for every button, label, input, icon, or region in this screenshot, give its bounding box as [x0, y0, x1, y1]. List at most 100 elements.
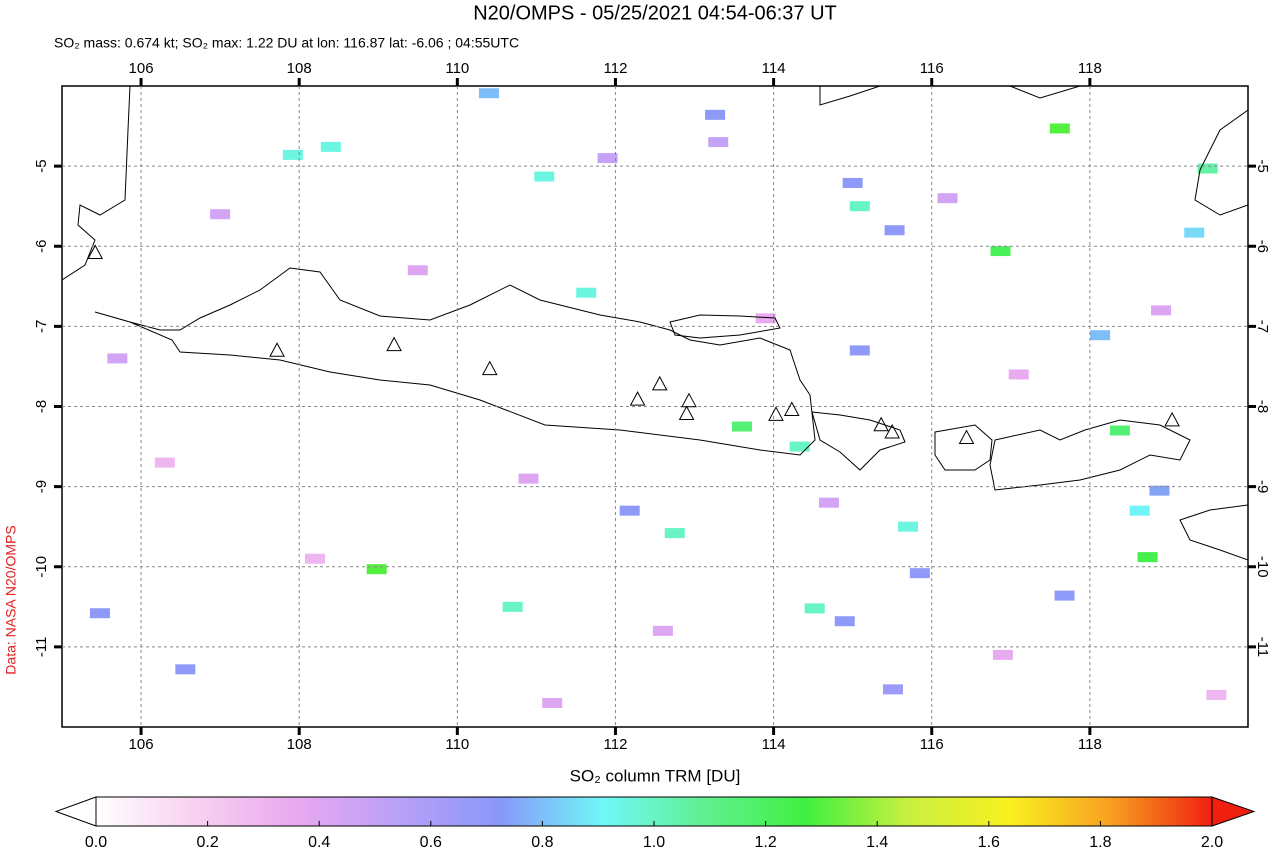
- volcano: [768, 406, 784, 421]
- so2-pixel: [542, 697, 563, 708]
- so2-pixel: [731, 421, 752, 432]
- volcano: [783, 401, 800, 417]
- so2-pixel: [107, 353, 128, 364]
- so2-pixel: [1151, 305, 1172, 316]
- coastline: [934, 424, 993, 471]
- so2-pixel: [320, 141, 341, 152]
- so2-pixel: [909, 568, 930, 579]
- colorbar-tick-label: 1.8: [1089, 834, 1111, 851]
- y-tick-label: -7: [33, 320, 50, 333]
- so2-pixel: [708, 137, 729, 148]
- so2-pixel: [576, 287, 597, 298]
- y-tick-label: -8: [33, 400, 50, 413]
- x-tick-label: 106: [129, 60, 154, 77]
- y-tick-label: -11: [33, 637, 50, 658]
- colorbar-tick-label: 0.8: [531, 834, 553, 851]
- x-tick-label: 112: [604, 60, 628, 77]
- so2-pixel: [1054, 590, 1075, 601]
- so2-pixel: [282, 149, 303, 160]
- colorbar-tick-label: 1.4: [866, 834, 888, 851]
- colorbar-tick-label: 0.2: [196, 834, 218, 851]
- so2-pixel: [992, 649, 1013, 660]
- so2-pixel: [664, 528, 685, 539]
- colorbar-tick-label: 0.6: [420, 834, 442, 851]
- y-tick-label: -5: [33, 159, 50, 172]
- map-frame: [54, 78, 1256, 735]
- so2-pixel: [534, 171, 555, 182]
- x-tick-label: 108: [287, 60, 312, 77]
- so2-pixel: [804, 603, 825, 614]
- so2-pixel: [89, 608, 110, 619]
- y-tick-label: -9: [33, 480, 50, 493]
- y-tick-label: -7: [1254, 320, 1271, 333]
- volcano: [873, 416, 889, 432]
- y-tick-label: -8: [1254, 400, 1271, 413]
- x-tick-label: 110: [445, 736, 469, 753]
- so2-pixel: [619, 505, 640, 516]
- x-tick-label: 114: [762, 60, 786, 77]
- so2-pixel: [1109, 425, 1130, 436]
- colorbar-tick-label: 1.0: [643, 834, 665, 851]
- coastline: [669, 314, 781, 339]
- volcano: [87, 244, 104, 259]
- so2-pixel: [1184, 227, 1205, 238]
- so2-pixel: [789, 441, 810, 452]
- y-tick-label: -9: [1254, 480, 1271, 493]
- colorbar-tick-label: 2.0: [1201, 834, 1223, 851]
- y-tick-label: -10: [33, 556, 50, 578]
- so2-pixel: [834, 616, 855, 627]
- colorbar-tick-label: 0.4: [308, 834, 330, 851]
- so2-pixel: [842, 177, 863, 188]
- volcano: [1164, 411, 1180, 427]
- so2-pixel: [597, 153, 618, 164]
- colorbar-tick-label: 0.0: [85, 834, 107, 851]
- coastline: [1179, 504, 1248, 561]
- so2-pixel: [705, 109, 726, 120]
- y-tick-label: -6: [33, 240, 50, 253]
- so2-pixel: [1149, 485, 1170, 496]
- coastline: [989, 419, 1191, 491]
- colorbar-tick-label: 1.6: [978, 834, 1000, 851]
- x-tick-label: 118: [1078, 736, 1102, 753]
- x-tick-label: 112: [604, 736, 628, 753]
- volcano: [481, 360, 498, 376]
- x-tick-label: 114: [762, 736, 786, 753]
- coastline: [811, 411, 906, 471]
- colorbar-label: SO₂ column TRM [DU]: [570, 766, 741, 785]
- colorbar-tick-label: 1.2: [754, 834, 776, 851]
- so2-pixel: [210, 209, 231, 220]
- x-tick-label: 116: [920, 736, 944, 753]
- so2-pixel: [1137, 552, 1158, 563]
- volcano: [681, 392, 697, 408]
- volcano: [678, 405, 695, 421]
- y-tick-label: -6: [1254, 240, 1271, 253]
- so2-pixel: [1049, 123, 1070, 134]
- colorbar-under: [54, 796, 97, 827]
- so2-pixel: [884, 225, 905, 236]
- so2-pixel: [154, 457, 175, 468]
- so2-pixel: [1008, 369, 1029, 380]
- colorbar-over: [1211, 796, 1256, 827]
- so2-pixel: [755, 313, 776, 324]
- so2-pixel: [1129, 505, 1150, 516]
- so2-pixel: [518, 473, 539, 484]
- chart-title: N20/OMPS - 05/25/2021 04:54-06:37 UT: [473, 2, 837, 24]
- coastline: [62, 86, 131, 281]
- coastlines: [62, 86, 1248, 561]
- volcano: [386, 336, 402, 352]
- subtitle: SO₂ mass: 0.674 kt; SO₂ max: 1.22 DU at …: [54, 35, 519, 51]
- so2-pixel: [652, 625, 673, 636]
- so2-pixel: [502, 601, 523, 612]
- so2-pixel: [818, 497, 839, 508]
- y-tick-label: -11: [1254, 637, 1271, 658]
- volcano: [629, 391, 646, 406]
- x-tick-label: 116: [920, 60, 944, 77]
- coastline: [819, 86, 1248, 216]
- so2-pixel: [1090, 330, 1111, 341]
- x-tick-label: 110: [445, 60, 469, 77]
- so2-pixel: [407, 265, 428, 276]
- so2-pixel: [882, 684, 903, 695]
- so2-pixel: [849, 201, 870, 212]
- volcano: [884, 423, 901, 439]
